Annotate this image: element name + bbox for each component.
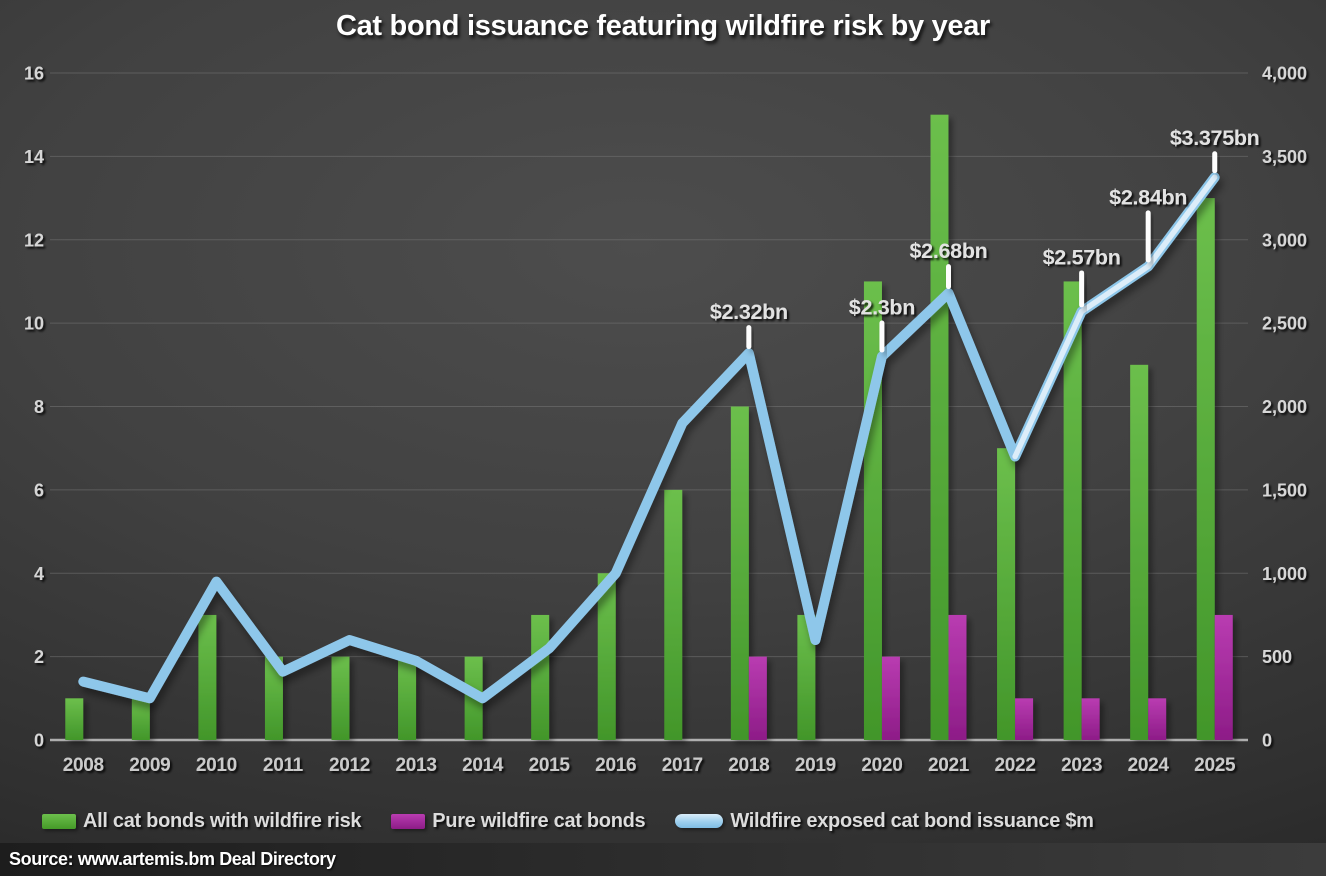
x-axis-label-2019: 2019	[795, 755, 836, 776]
y-axis-left-label: 12	[24, 230, 44, 250]
bar-pure-wildfire-2024	[1148, 698, 1167, 740]
bar-all-cat-bonds-2021	[930, 114, 949, 740]
y-axis-right-label: 2,000	[1262, 397, 1307, 417]
x-axis-label-2024: 2024	[1128, 755, 1170, 776]
bar-all-cat-bonds-2020	[863, 281, 882, 740]
x-axis-label-2023: 2023	[1061, 755, 1102, 776]
y-axis-left-label: 6	[34, 480, 44, 500]
bar-all-cat-bonds-2009	[131, 698, 150, 740]
data-label-2021: $2.68bn	[910, 239, 988, 263]
legend-label: Wildfire exposed cat bond issuance $m	[730, 809, 1094, 832]
x-axis-label-2015: 2015	[529, 755, 571, 776]
y-axis-left-label: 14	[24, 147, 44, 167]
bar-all-cat-bonds-2022	[997, 448, 1016, 740]
bar-all-cat-bonds-2025	[1196, 198, 1215, 740]
data-label-2024: $2.84bn	[1109, 185, 1187, 209]
bar-all-cat-bonds-2019	[797, 614, 816, 740]
y-axis-right-label: 1,000	[1262, 564, 1307, 584]
data-label-2020: $2.3bn	[849, 295, 915, 319]
bar-all-cat-bonds-2023	[1063, 281, 1082, 740]
annotation-tick-2020	[879, 320, 885, 353]
bar-all-cat-bonds-2024	[1130, 364, 1149, 740]
source-text: Source: www.artemis.bm Deal Directory	[9, 849, 336, 869]
y-axis-right-label: 4,000	[1262, 64, 1307, 84]
annotation-tick-2021	[946, 264, 951, 290]
data-label-2018: $2.32bn	[710, 300, 788, 324]
x-axis-label-2008: 2008	[63, 755, 104, 776]
x-axis-label-2011: 2011	[263, 755, 304, 776]
source-bar: Source: www.artemis.bm Deal Directory	[0, 843, 1326, 876]
bar-all-cat-bonds-2008	[65, 698, 84, 740]
annotation-tick-2023	[1079, 270, 1085, 308]
green-bar-swatch-icon	[42, 813, 76, 829]
annotation-tick-2025	[1212, 151, 1218, 174]
y-axis-right-label: 0	[1262, 731, 1272, 751]
x-axis-label-2018: 2018	[728, 755, 769, 776]
annotation-tick-2018	[746, 325, 752, 350]
x-axis-label-2021: 2021	[928, 755, 970, 776]
x-axis-label-2014: 2014	[462, 755, 504, 776]
bar-pure-wildfire-2018	[748, 656, 767, 740]
x-axis-label-2020: 2020	[861, 755, 902, 776]
chart-legend: All cat bonds with wildfire risk Pure wi…	[42, 803, 1094, 839]
y-axis-right-label: 1,500	[1262, 480, 1307, 500]
legend-item-wildfire-exposed-issuance: Wildfire exposed cat bond issuance $m	[675, 809, 1094, 833]
line-highlight-segment	[1012, 174, 1218, 460]
bar-all-cat-bonds-2015	[531, 614, 550, 740]
y-axis-left-label: 10	[24, 314, 44, 334]
magenta-bar-swatch-icon	[391, 813, 426, 829]
bar-all-cat-bonds-2011	[264, 656, 283, 740]
chart-title: Cat bond issuance featuring wildfire ris…	[335, 10, 991, 42]
annotation-tick-2024	[1145, 210, 1151, 263]
x-axis-label-2013: 2013	[396, 755, 437, 776]
y-axis-left-label: 8	[34, 397, 44, 417]
bar-pure-wildfire-2020	[881, 656, 900, 740]
data-label-2023: $2.57bn	[1043, 245, 1121, 269]
data-label-2025: $3.375bn	[1170, 126, 1260, 150]
y-axis-left-label: 0	[34, 731, 44, 751]
y-axis-right-label: 2,500	[1262, 314, 1307, 334]
x-axis-label-2012: 2012	[329, 755, 370, 776]
bar-all-cat-bonds-2016	[597, 573, 616, 740]
y-axis-left-label: 2	[34, 647, 44, 667]
x-axis-label-2010: 2010	[196, 755, 237, 776]
x-axis-label-2025: 2025	[1194, 755, 1236, 776]
x-axis-label-2017: 2017	[662, 755, 703, 776]
legend-label: All cat bonds with wildfire risk	[83, 809, 362, 832]
bar-all-cat-bonds-2018	[730, 406, 749, 740]
y-axis-right-label: 3,000	[1262, 230, 1307, 250]
y-axis-left-label: 16	[24, 64, 44, 84]
bar-pure-wildfire-2023	[1081, 698, 1100, 740]
legend-item-pure-wildfire: Pure wildfire cat bonds	[391, 809, 646, 833]
y-axis-right-label: 3,500	[1262, 147, 1307, 167]
bar-pure-wildfire-2021	[948, 614, 967, 740]
x-axis-label-2009: 2009	[129, 755, 170, 776]
bar-pure-wildfire-2022	[1015, 698, 1034, 740]
bar-pure-wildfire-2025	[1214, 614, 1233, 740]
chart-canvas: $2.32bn $2.3bn $2.68bn $2.57bn $2.84bn $3.375…	[24, 64, 1307, 777]
legend-label: Pure wildfire cat bonds	[432, 809, 646, 832]
y-axis-left-label: 4	[34, 564, 44, 584]
bar-all-cat-bonds-2012	[331, 656, 350, 740]
bar-all-cat-bonds-2017	[664, 489, 683, 740]
bar-all-cat-bonds-2010	[198, 614, 217, 740]
x-axis-label-2022: 2022	[995, 755, 1036, 776]
legend-item-all-cat-bonds: All cat bonds with wildfire risk	[42, 809, 362, 833]
x-axis-label-2016: 2016	[595, 755, 636, 776]
bar-all-cat-bonds-2013	[398, 656, 417, 740]
y-axis-right-label: 500	[1262, 647, 1292, 667]
blue-line-swatch-icon	[675, 814, 724, 828]
